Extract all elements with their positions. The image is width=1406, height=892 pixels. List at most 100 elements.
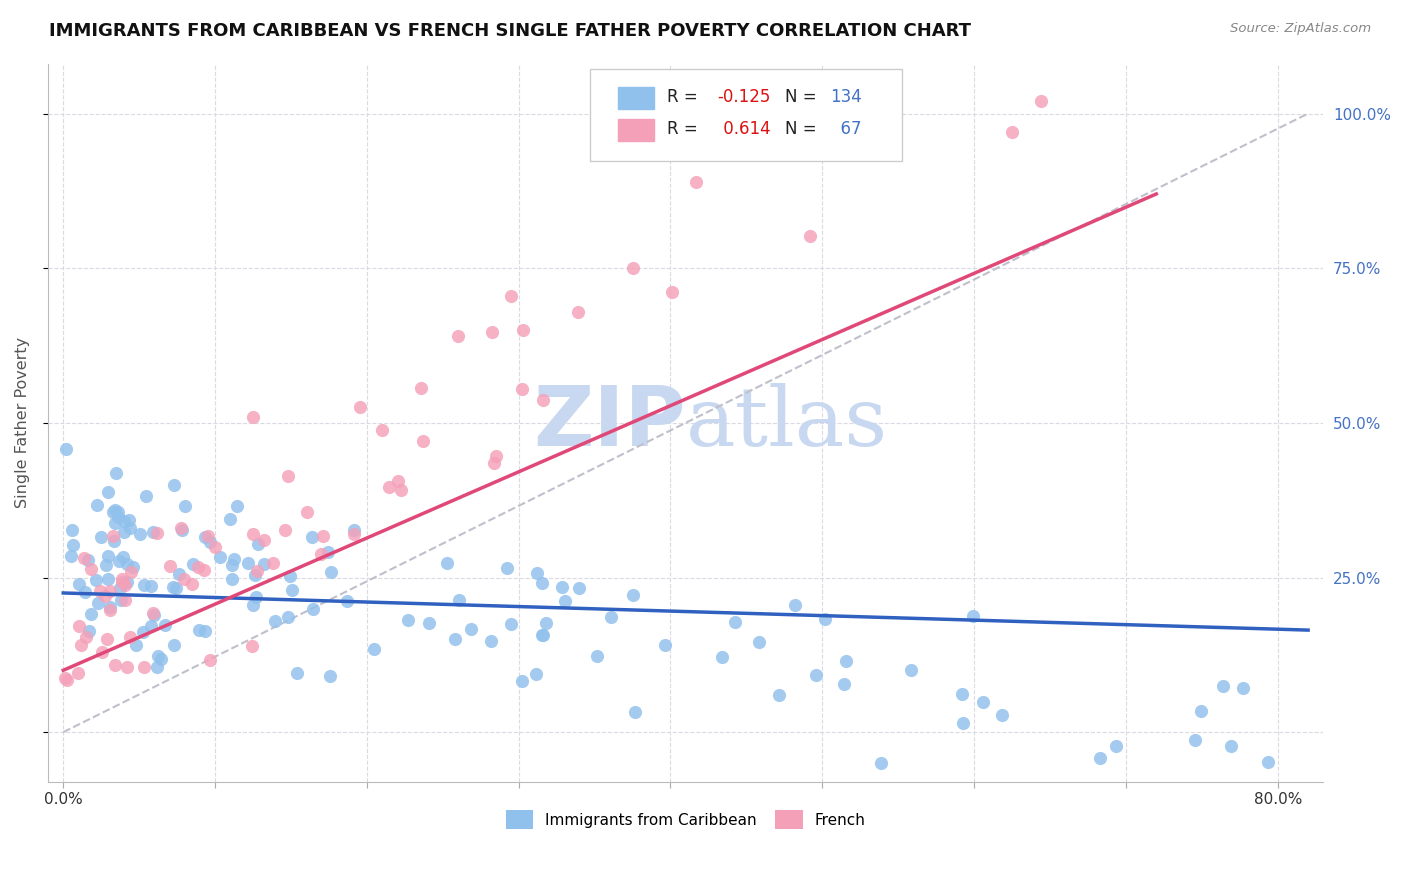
Point: [277, 469, 299, 483]
Point: [53, 671, 76, 685]
Point: [139, 619, 162, 633]
Point: [163, 638, 186, 652]
Point: [134, 577, 156, 591]
Point: [285, 666, 308, 681]
Point: [481, 325, 503, 339]
Point: [70, 638, 93, 652]
Point: [221, 572, 243, 586]
Point: [844, 94, 866, 108]
Point: [111, 549, 134, 564]
Point: [107, 505, 129, 519]
Point: [187, 559, 209, 574]
Text: Source: ZipAtlas.com: Source: ZipAtlas.com: [1230, 22, 1371, 36]
Point: [1105, 739, 1128, 753]
Point: [832, 676, 855, 690]
Text: IMMIGRANTS FROM CARIBBEAN VS FRENCH SINGLE FATHER POVERTY CORRELATION CHART: IMMIGRANTS FROM CARIBBEAN VS FRENCH SING…: [49, 22, 972, 40]
Point: [1090, 750, 1112, 764]
Point: [77, 553, 100, 567]
Point: [103, 528, 125, 542]
Point: [512, 323, 534, 337]
Point: [111, 575, 134, 590]
Point: [242, 599, 264, 613]
Point: [209, 550, 232, 565]
Point: [436, 556, 458, 570]
Point: [551, 580, 574, 594]
Point: [200, 653, 222, 667]
Point: [198, 535, 221, 549]
Point: [55, 442, 77, 456]
Point: [900, 663, 922, 677]
Point: [67, 577, 90, 591]
Point: [510, 382, 533, 396]
Point: [132, 660, 155, 674]
Point: [103, 533, 125, 548]
Point: [1001, 125, 1024, 139]
Point: [991, 707, 1014, 722]
Point: [173, 572, 195, 586]
Point: [97, 485, 120, 500]
Point: [80, 562, 103, 576]
Point: [197, 528, 219, 542]
Point: [139, 579, 162, 593]
Point: [107, 510, 129, 524]
Text: ZIP: ZIP: [533, 383, 686, 463]
Point: [1189, 704, 1212, 718]
Legend: Immigrants from Caribbean, French: Immigrants from Caribbean, French: [499, 805, 872, 835]
Point: [343, 523, 366, 537]
Point: [1184, 733, 1206, 747]
Point: [495, 560, 517, 574]
Point: [84, 573, 107, 587]
Text: R =: R =: [666, 88, 697, 106]
Point: [103, 516, 125, 531]
Point: [98, 583, 121, 598]
Point: [1029, 94, 1052, 108]
Text: atlas: atlas: [686, 383, 887, 463]
Point: [482, 456, 505, 470]
Point: [661, 285, 683, 299]
Point: [93, 589, 115, 603]
Point: [654, 638, 676, 652]
Point: [112, 514, 135, 528]
Point: [273, 524, 295, 538]
Point: [100, 602, 122, 616]
Point: [103, 505, 125, 519]
Point: [170, 524, 193, 538]
Point: [567, 305, 589, 319]
Point: [554, 594, 576, 608]
Point: [125, 638, 148, 652]
Point: [145, 526, 167, 541]
Point: [409, 380, 432, 394]
Point: [94, 558, 117, 573]
Point: [165, 581, 187, 595]
Point: [510, 674, 533, 689]
Point: [301, 530, 323, 544]
Point: [309, 547, 332, 561]
Point: [89, 584, 111, 599]
Point: [132, 624, 155, 639]
Point: [118, 630, 141, 644]
Point: [262, 557, 284, 571]
Point: [135, 489, 157, 503]
Point: [952, 716, 974, 731]
Point: [117, 513, 139, 527]
Point: [142, 606, 165, 620]
Point: [114, 592, 136, 607]
Point: [242, 409, 264, 424]
Point: [91, 645, 114, 659]
Point: [711, 649, 734, 664]
Point: [108, 582, 131, 596]
Point: [349, 401, 371, 415]
Point: [75, 585, 97, 599]
Point: [225, 500, 247, 514]
Point: [485, 450, 508, 464]
Point: [96, 632, 118, 646]
Point: [170, 521, 193, 535]
Point: [142, 524, 165, 539]
Point: [60, 524, 83, 538]
Point: [75, 630, 97, 644]
Point: [97, 572, 120, 586]
Point: [444, 632, 467, 647]
Point: [378, 480, 401, 494]
Point: [253, 533, 276, 547]
Point: [277, 609, 299, 624]
